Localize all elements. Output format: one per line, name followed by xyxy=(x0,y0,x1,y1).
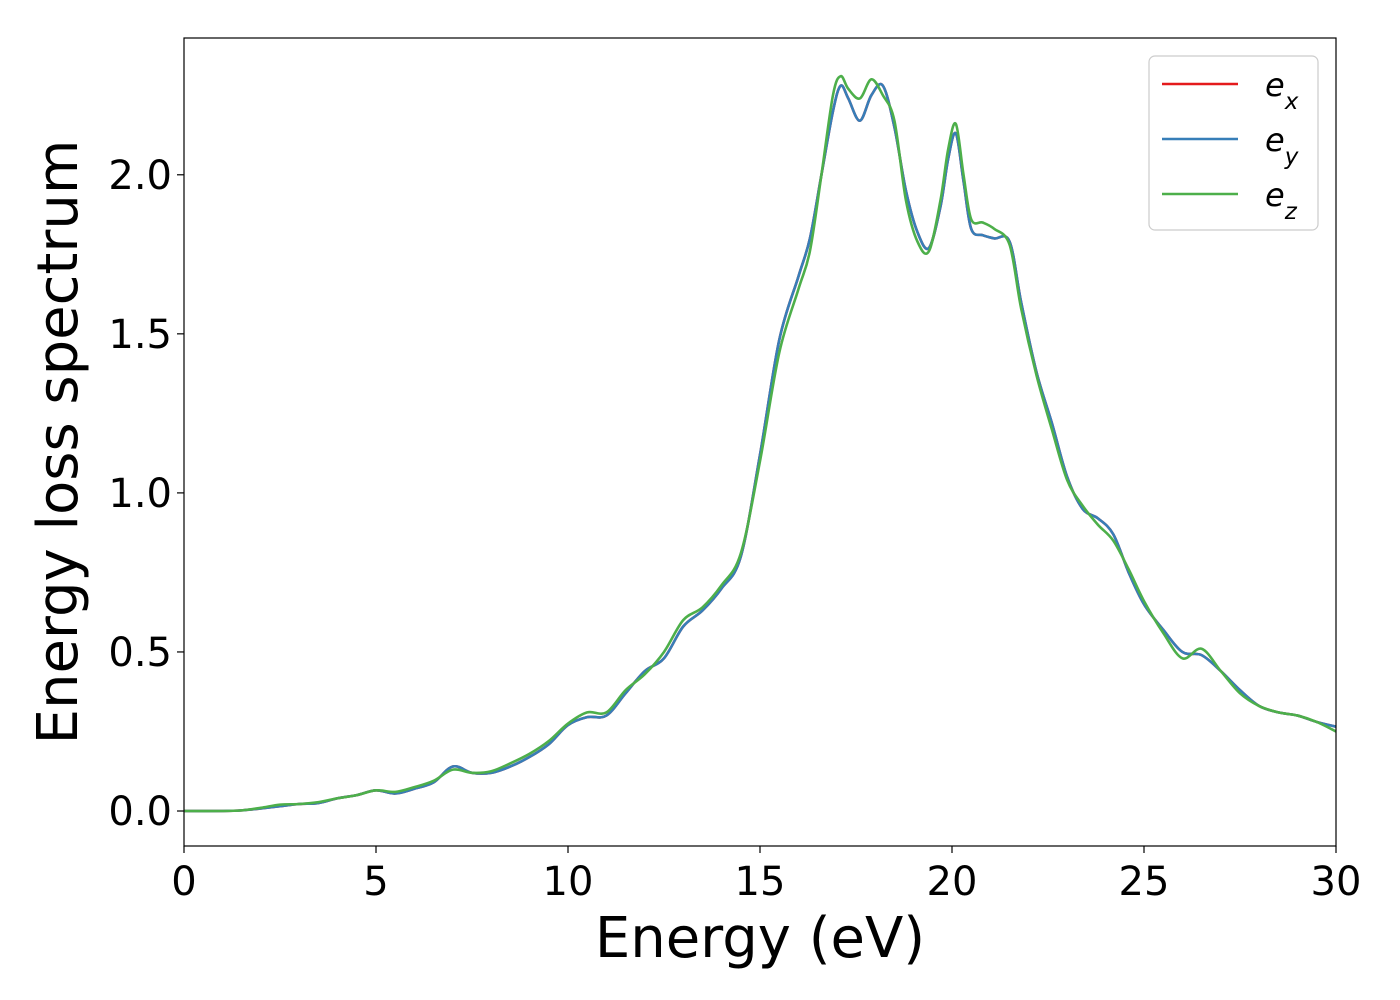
y-axis-title: Energy loss spectrum xyxy=(26,140,91,745)
y-tick-label: 0.0 xyxy=(108,789,172,835)
x-tick-label: 10 xyxy=(543,859,594,905)
series-line-e-y xyxy=(184,82,1336,813)
x-axis-ticks: 0 5 10 15 20 25 30 xyxy=(171,846,1361,905)
legend-label-e-x: ex xyxy=(1265,66,1299,115)
x-tick-label: 0 xyxy=(171,859,196,905)
y-tick-label: 1.5 xyxy=(108,312,172,358)
legend-box xyxy=(1148,55,1319,231)
series-line-e-z xyxy=(184,74,1336,813)
x-tick-label: 30 xyxy=(1311,859,1362,905)
legend: ex ey ez xyxy=(1148,55,1319,231)
x-tick-label: 5 xyxy=(363,859,388,905)
x-tick-label: 20 xyxy=(927,859,978,905)
y-tick-label: 0.5 xyxy=(108,630,172,676)
legend-label-e-y: ey xyxy=(1265,121,1299,170)
y-axis-ticks: 0.0 0.5 1.0 1.5 2.0 xyxy=(108,153,184,835)
x-tick-label: 25 xyxy=(1119,859,1170,905)
x-axis-title: Energy (eV) xyxy=(595,906,925,971)
x-tick-label: 15 xyxy=(735,859,786,905)
y-tick-label: 2.0 xyxy=(108,153,172,199)
series-layer xyxy=(184,74,1336,813)
y-tick-label: 1.0 xyxy=(108,471,172,517)
legend-items: ex ey ez xyxy=(1162,66,1299,225)
legend-label-e-z: ez xyxy=(1265,176,1298,225)
